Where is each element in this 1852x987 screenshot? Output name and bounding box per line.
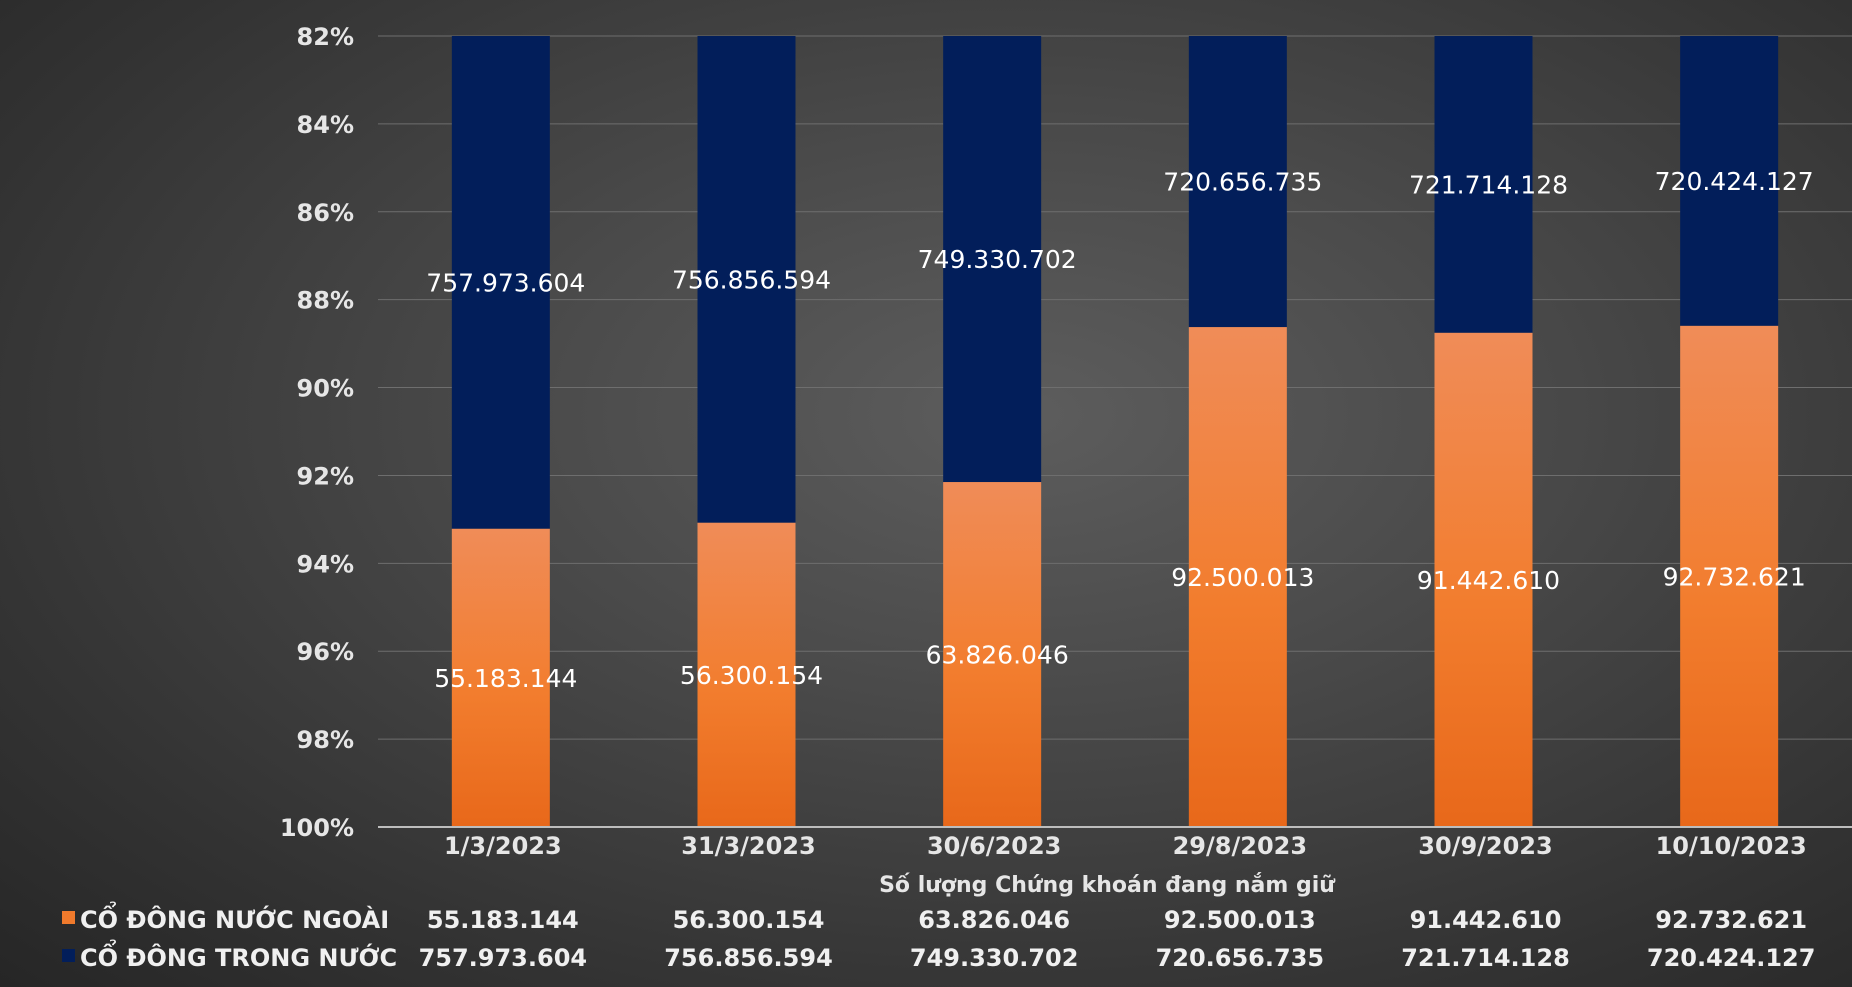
bar-domestic <box>1188 36 1287 328</box>
x-tick-label: 30/6/2023 <box>927 832 1061 860</box>
table-value-domestic: 756.856.594 <box>664 944 833 972</box>
x-tick-label: 29/8/2023 <box>1173 832 1307 860</box>
data-label-foreign: 55.183.144 <box>434 664 577 693</box>
bar-domestic <box>697 36 796 523</box>
legend-label-foreign: CỔ ĐÔNG NƯỚC NGOÀI <box>80 899 389 934</box>
y-tick-label: 98% <box>297 726 354 754</box>
data-label-foreign: 63.826.046 <box>926 641 1069 670</box>
data-label-domestic: 720.424.127 <box>1655 167 1814 196</box>
y-tick-label: 96% <box>297 638 354 666</box>
x-tick-label: 10/10/2023 <box>1656 832 1807 860</box>
x-tick-label: 30/9/2023 <box>1418 832 1552 860</box>
data-label-domestic: 757.973.604 <box>426 268 585 297</box>
data-label-domestic: 720.656.735 <box>1163 168 1322 197</box>
x-tick-label: 31/3/2023 <box>681 832 815 860</box>
data-label-domestic: 756.856.594 <box>672 265 831 294</box>
gridlines <box>378 35 1852 740</box>
bar-foreign <box>1188 327 1287 827</box>
table-value-foreign: 56.300.154 <box>673 906 825 934</box>
bar-domestic <box>451 36 550 529</box>
data-label-foreign: 91.442.610 <box>1417 566 1560 595</box>
axes: 82% 84% 86% 88% 90% 92% 94% 96% 98% 100% 1/3/2023 3… <box>280 23 1852 860</box>
y-tick-label: 92% <box>297 462 354 490</box>
bar-foreign <box>1680 325 1779 827</box>
data-label-domestic: 721.714.128 <box>1409 170 1568 199</box>
table-value-foreign: 91.442.610 <box>1410 906 1562 934</box>
bar-foreign <box>451 528 550 827</box>
y-tick-label: 88% <box>297 287 354 315</box>
bar-domestic <box>1434 36 1533 333</box>
y-tick-label: 90% <box>297 375 354 403</box>
y-tick-label: 100% <box>280 814 354 842</box>
bar-foreign <box>943 482 1042 827</box>
data-label-foreign: 56.300.154 <box>680 661 823 690</box>
x-axis-title: Số lượng Chứng khoán đang nắm giữ <box>879 872 1336 898</box>
table-value-foreign: 63.826.046 <box>918 906 1070 934</box>
table-value-foreign: 92.732.621 <box>1655 906 1807 934</box>
table-value-domestic: 749.330.702 <box>910 944 1079 972</box>
bar-foreign <box>1434 332 1533 827</box>
bars: 757.973.604 55.183.144 756.856.594 56.300.1… <box>426 36 1814 827</box>
x-tick-label: 1/3/2023 <box>444 832 562 860</box>
y-tick-label: 82% <box>297 23 354 51</box>
legend-swatch-domestic <box>62 949 75 962</box>
bar-domestic <box>943 36 1042 483</box>
table-value-domestic: 720.656.735 <box>1156 944 1325 972</box>
data-label-foreign: 92.500.013 <box>1171 563 1314 592</box>
y-tick-label: 86% <box>297 199 354 227</box>
table-value-domestic: 720.424.127 <box>1647 944 1816 972</box>
table-value-foreign: 92.500.013 <box>1164 906 1316 934</box>
data-label-foreign: 92.732.621 <box>1663 562 1806 591</box>
table-value-domestic: 757.973.604 <box>419 944 588 972</box>
table-value-domestic: 721.714.128 <box>1401 944 1570 972</box>
bar-foreign <box>697 522 796 827</box>
y-tick-label: 94% <box>297 550 354 578</box>
table-value-foreign: 55.183.144 <box>427 906 579 934</box>
data-label-domestic: 749.330.702 <box>918 245 1077 274</box>
data-table: 55.183.144 757.973.604 56.300.154 756.856.5… <box>62 899 1815 972</box>
bar-domestic <box>1680 36 1779 326</box>
legend-label-domestic: CỔ ĐÔNG TRONG NƯỚC <box>80 937 397 972</box>
y-tick-label: 84% <box>297 111 354 139</box>
legend-swatch-foreign <box>62 911 75 924</box>
